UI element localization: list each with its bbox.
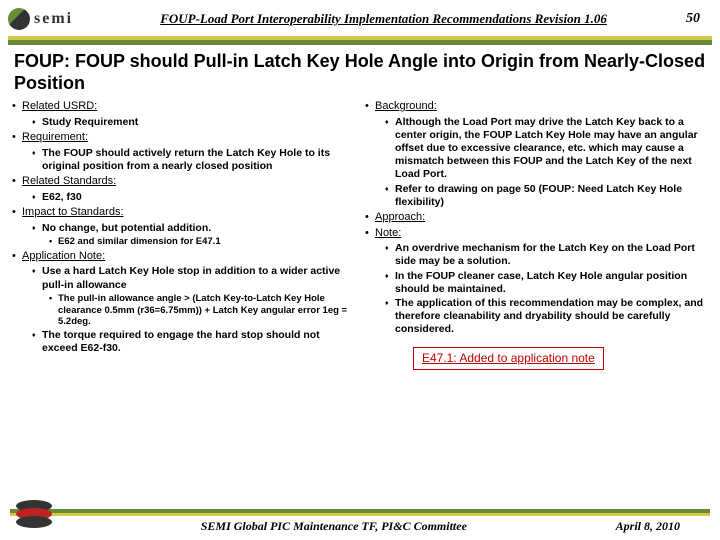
section-background: Background: xyxy=(367,100,706,114)
appnote-item-1: Use a hard Latch Key Hole stop in additi… xyxy=(34,265,353,291)
logo-text: semi xyxy=(34,10,73,28)
logo-icon xyxy=(8,8,30,30)
usrd-item: Study Requirement xyxy=(34,116,353,129)
note-item-3: The application of this recommendation m… xyxy=(387,297,706,336)
content-area: Related USRD: Study Requirement Requirem… xyxy=(0,98,720,370)
appnote-item-2: The torque required to engage the hard s… xyxy=(34,329,353,355)
section-related-standards: Related Standards: xyxy=(14,175,353,189)
note-item-2: In the FOUP cleaner case, Latch Key Hole… xyxy=(387,270,706,296)
semi-logo: semi xyxy=(8,8,73,30)
footer-logo-icon xyxy=(16,496,52,532)
doc-title: FOUP-Load Port Interoperability Implemen… xyxy=(81,11,686,27)
footer: SEMI Global PIC Maintenance TF, PI&C Com… xyxy=(0,509,720,540)
section-impact: Impact to Standards: xyxy=(14,206,353,220)
slide-title: FOUP: FOUP should Pull-in Latch Key Hole… xyxy=(0,45,720,98)
footer-committee: SEMI Global PIC Maintenance TF, PI&C Com… xyxy=(52,519,616,534)
left-column: Related USRD: Study Requirement Requirem… xyxy=(14,98,363,370)
standards-item: E62, f30 xyxy=(34,191,353,204)
section-note: Note: xyxy=(367,227,706,241)
requirement-item: The FOUP should actively return the Latc… xyxy=(34,147,353,173)
footer-divider xyxy=(10,509,710,516)
page-number: 50 xyxy=(686,11,700,27)
header: semi FOUP-Load Port Interoperability Imp… xyxy=(0,0,720,36)
impact-item: No change, but potential addition. xyxy=(34,222,353,235)
section-approach: Approach: xyxy=(367,211,706,225)
header-divider xyxy=(8,36,712,45)
background-item-2: Refer to drawing on page 50 (FOUP: Need … xyxy=(387,183,706,209)
impact-subitem: E62 and similar dimension for E47.1 xyxy=(50,236,353,248)
section-app-note: Application Note: xyxy=(14,250,353,264)
right-column: Background: Although the Load Port may d… xyxy=(363,98,706,370)
revision-callout: E47.1: Added to application note xyxy=(413,347,604,370)
footer-date: April 8, 2010 xyxy=(616,519,680,534)
appnote-subitem: The pull-in allowance angle > (Latch Key… xyxy=(50,293,353,329)
note-item-1: An overdrive mechanism for the Latch Key… xyxy=(387,242,706,268)
background-item-1: Although the Load Port may drive the Lat… xyxy=(387,116,706,182)
section-usrd: Related USRD: xyxy=(14,100,353,114)
section-requirement: Requirement: xyxy=(14,131,353,145)
